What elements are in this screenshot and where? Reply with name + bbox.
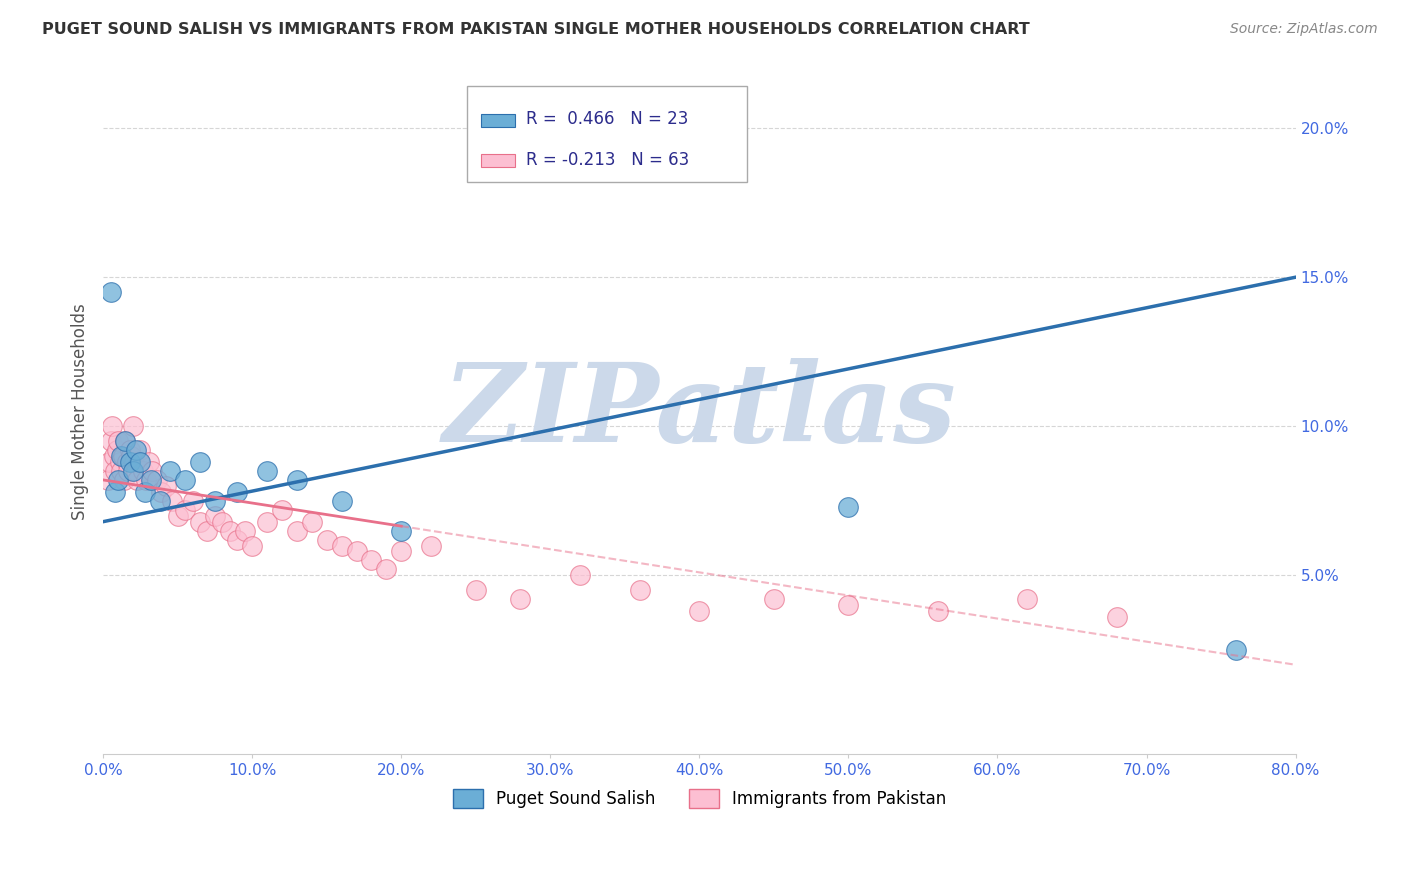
Point	[138, 455, 160, 469]
Point	[1017, 592, 1039, 607]
Point	[1105, 610, 1128, 624]
Point	[128, 455, 150, 469]
Point	[124, 455, 146, 469]
Point	[155, 479, 177, 493]
Point	[256, 464, 278, 478]
Point	[125, 464, 148, 478]
Point	[103, 449, 125, 463]
Point	[569, 568, 592, 582]
Point	[97, 473, 120, 487]
Point	[132, 464, 155, 478]
Point	[346, 544, 368, 558]
Point	[139, 473, 162, 487]
Point	[360, 553, 382, 567]
Point	[104, 484, 127, 499]
Point	[188, 455, 211, 469]
Point	[837, 500, 859, 514]
Point	[125, 443, 148, 458]
Point	[218, 524, 240, 538]
Point	[100, 434, 122, 449]
Point	[101, 419, 124, 434]
Point	[115, 455, 138, 469]
Point	[240, 539, 263, 553]
Point	[509, 592, 531, 607]
Point	[375, 562, 398, 576]
Point	[226, 484, 249, 499]
Point	[762, 592, 785, 607]
Point	[149, 493, 172, 508]
Text: PUGET SOUND SALISH VS IMMIGRANTS FROM PAKISTAN SINGLE MOTHER HOUSEHOLDS CORRELAT: PUGET SOUND SALISH VS IMMIGRANTS FROM PA…	[42, 22, 1031, 37]
Point	[110, 449, 132, 463]
Point	[129, 455, 152, 469]
Point	[104, 464, 127, 478]
Point	[107, 473, 129, 487]
Point	[211, 515, 233, 529]
Point	[197, 524, 219, 538]
Point	[204, 493, 226, 508]
Point	[174, 473, 197, 487]
Point	[129, 443, 152, 458]
Point	[233, 524, 256, 538]
Text: R =  0.466   N = 23: R = 0.466 N = 23	[526, 111, 689, 128]
Point	[285, 524, 308, 538]
Point	[120, 449, 142, 463]
Point	[927, 604, 949, 618]
Point	[135, 473, 157, 487]
Point	[98, 455, 121, 469]
Point	[118, 455, 141, 469]
Y-axis label: Single Mother Households: Single Mother Households	[72, 303, 89, 520]
Point	[112, 473, 135, 487]
Point	[420, 539, 443, 553]
Point	[114, 434, 136, 449]
Point	[204, 508, 226, 523]
Point	[1225, 643, 1247, 657]
Text: Source: ZipAtlas.com: Source: ZipAtlas.com	[1230, 22, 1378, 37]
Point	[389, 544, 412, 558]
Point	[271, 502, 294, 516]
Point	[174, 502, 197, 516]
Point	[464, 583, 486, 598]
Point	[166, 508, 188, 523]
FancyBboxPatch shape	[481, 153, 515, 168]
Point	[146, 473, 169, 487]
Point	[226, 533, 249, 547]
Point	[107, 434, 129, 449]
Point	[122, 464, 145, 478]
Point	[111, 449, 134, 463]
Point	[105, 443, 128, 458]
Point	[118, 443, 141, 458]
Point	[301, 515, 323, 529]
Point	[330, 539, 353, 553]
Point	[256, 515, 278, 529]
Point	[100, 285, 122, 299]
Point	[150, 484, 173, 499]
Point	[141, 464, 163, 478]
Point	[114, 434, 136, 449]
Point	[117, 464, 139, 478]
Point	[127, 473, 149, 487]
Text: R = -0.213   N = 63: R = -0.213 N = 63	[526, 151, 690, 169]
Point	[389, 524, 412, 538]
Point	[315, 533, 337, 547]
Point	[159, 464, 181, 478]
Point	[285, 473, 308, 487]
Text: ZIPatlas: ZIPatlas	[443, 358, 956, 465]
Point	[688, 604, 710, 618]
Point	[122, 419, 145, 434]
Point	[108, 455, 131, 469]
Point	[110, 464, 132, 478]
Point	[837, 598, 859, 612]
Point	[160, 493, 183, 508]
Point	[330, 493, 353, 508]
Point	[628, 583, 651, 598]
FancyBboxPatch shape	[467, 86, 747, 182]
Legend: Puget Sound Salish, Immigrants from Pakistan: Puget Sound Salish, Immigrants from Paki…	[446, 782, 953, 814]
Point	[188, 515, 211, 529]
Point	[181, 493, 204, 508]
FancyBboxPatch shape	[481, 113, 515, 127]
Point	[134, 484, 156, 499]
